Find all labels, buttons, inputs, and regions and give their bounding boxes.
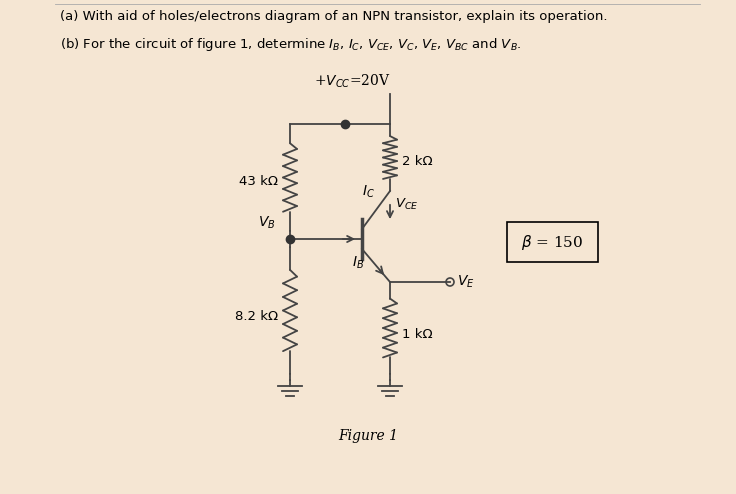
Text: $I_B$: $I_B$ bbox=[352, 255, 364, 271]
Text: $V_E$: $V_E$ bbox=[457, 274, 475, 290]
Text: $V_{CE}$: $V_{CE}$ bbox=[395, 197, 418, 212]
FancyBboxPatch shape bbox=[507, 222, 598, 262]
Text: (a) With aid of holes/electrons diagram of an NPN transistor, explain its operat: (a) With aid of holes/electrons diagram … bbox=[60, 10, 607, 23]
Text: 1 kΩ: 1 kΩ bbox=[402, 328, 433, 340]
Text: Figure 1: Figure 1 bbox=[338, 429, 398, 443]
Text: 2 kΩ: 2 kΩ bbox=[402, 155, 433, 168]
Text: (b) For the circuit of figure 1, determine $I_B$, $I_C$, $V_{CE}$, $V_C$, $V_E$,: (b) For the circuit of figure 1, determi… bbox=[60, 36, 522, 53]
Text: +$V_{CC}$=20V: +$V_{CC}$=20V bbox=[314, 73, 390, 90]
Text: $V_B$: $V_B$ bbox=[258, 214, 276, 231]
Text: $\beta$ = 150: $\beta$ = 150 bbox=[521, 233, 584, 251]
Text: 43 kΩ: 43 kΩ bbox=[239, 175, 278, 188]
Text: $I_C$: $I_C$ bbox=[361, 184, 375, 200]
Text: 8.2 kΩ: 8.2 kΩ bbox=[235, 310, 278, 323]
